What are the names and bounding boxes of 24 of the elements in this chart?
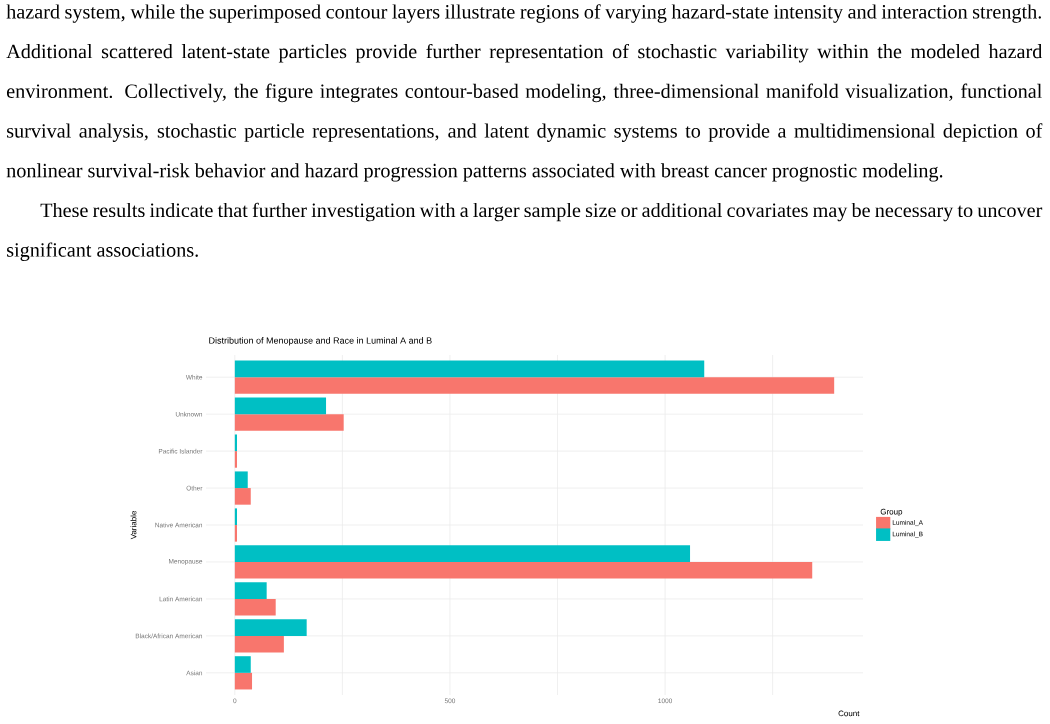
bar (234, 451, 237, 468)
bar (234, 672, 253, 690)
bar (234, 488, 251, 505)
bar (234, 471, 248, 489)
y-axis-title: Variable (130, 510, 137, 540)
bar (234, 561, 813, 579)
bar (234, 582, 267, 599)
chart-title: Distribution of Menopause and Race in Luminal A and B (209, 337, 432, 346)
bar (234, 508, 237, 526)
bar (234, 656, 251, 673)
bar (234, 545, 691, 562)
bar (234, 598, 276, 616)
bar (234, 360, 705, 378)
bar (234, 397, 327, 415)
text: These results indicate that further investigation with a larger sample size or additional covariates may be necessary to uncover significant associations. (7, 202, 1043, 261)
text: hazard system, while the superimposed contour layers illustrate regions of varying hazard-state intensity and interaction strength. Additional scattered latent-state particles provide further representation of stochastic variability within the modeled hazard environment. Collectively, the figure integrates contour-based modeling, three-dimensional manifold visualization, functional survival analysis, stochastic particle representations, and latent dynamic systems to provide a multidimensional depiction of nonlinear survival-risk behavior and hazard progression patterns associated with breast cancer prognostic modeling. (6, 4, 1043, 182)
bar (234, 619, 307, 636)
bar (234, 434, 237, 452)
bar (234, 414, 344, 431)
bar (234, 635, 284, 653)
x-axis-title: Count (838, 710, 860, 717)
bar (234, 377, 835, 394)
legend-title: Group (880, 508, 903, 517)
bar (234, 525, 237, 542)
